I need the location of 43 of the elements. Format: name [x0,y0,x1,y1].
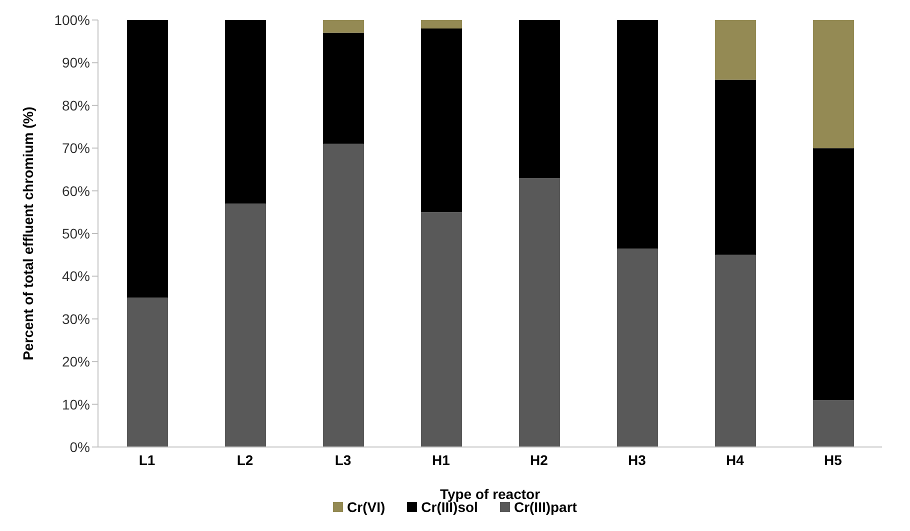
x-tick-label: L1 [138,452,156,468]
x-tick-label: L3 [334,452,352,468]
x-tick-label: H3 [628,452,646,468]
x-axis-title: Type of reactor [440,486,541,502]
bar [519,178,560,447]
y-tick-label: 0% [70,438,90,455]
x-tick-label: H1 [432,452,450,468]
y-tick-label: 70% [62,140,90,156]
bar [813,400,854,447]
x-tick-label: H2 [530,452,548,468]
y-tick-label: 30% [62,310,90,327]
bar [715,20,756,80]
y-tick-label: 50% [62,225,90,242]
bar [127,298,168,447]
bar [225,204,266,447]
x-tick-label: L2 [236,452,254,468]
y-tick-label: 100% [54,12,90,28]
bar [225,20,266,204]
legend-label: Cr(VI) [346,499,386,515]
y-tick-label: 40% [62,268,90,284]
y-tick-label: 20% [62,354,90,370]
y-tick-label: 80% [62,97,90,114]
bar [519,20,560,178]
bar [127,20,168,298]
x-tick-label: H5 [824,452,842,468]
bar [323,32,364,144]
bar [323,144,364,447]
legend-label: Cr(III)part [514,499,577,515]
bar [617,248,658,447]
bar [421,28,462,212]
y-axis-title: Percent of total effluent chromium (%) [20,106,36,360]
bar [421,20,462,29]
y-tick-label: 90% [62,54,90,71]
bar [813,20,854,148]
y-tick-label: 10% [62,396,90,412]
x-tick-label: H4 [726,452,744,468]
bar [715,254,756,447]
y-tick-label: 60% [62,182,90,199]
bar [323,20,364,33]
bar [813,148,854,400]
bar [421,212,462,447]
bar [617,20,658,248]
bar [715,80,756,255]
